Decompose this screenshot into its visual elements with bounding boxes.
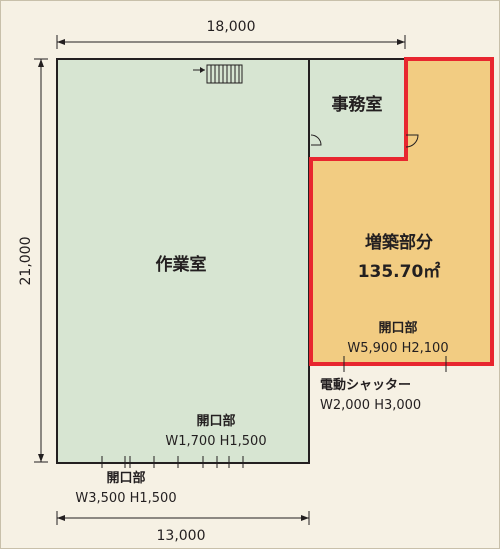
work-opening-ticks (177, 456, 244, 468)
extension-area (309, 57, 494, 366)
extension-opening-ticks (343, 356, 447, 372)
extension-door-swing-icon (405, 134, 419, 148)
shutter-title: 電動シャッター (320, 377, 411, 393)
workroom-label: 作業室 (156, 254, 207, 275)
left-dimension-label: 21,000 (18, 237, 34, 286)
office-door-swing-icon (310, 134, 322, 146)
bottom-opening-size: W3,500 H1,500 (75, 491, 176, 506)
extension-area-label: 135.70㎡ (358, 261, 441, 282)
top-dimension-label: 18,000 (207, 19, 256, 35)
left-dimension-line (34, 58, 48, 463)
bottom-opening-ticks (101, 456, 155, 468)
stairs-icon (193, 64, 243, 84)
bottom-dimension-label: 13,000 (157, 528, 206, 544)
work-opening-title: 開口部 (196, 413, 235, 429)
top-dimension-line (56, 35, 406, 49)
extension-opening-size: W5,900 H2,100 (347, 341, 448, 356)
extension-label: 増築部分 (365, 232, 433, 253)
extension-opening-title: 開口部 (378, 320, 417, 336)
shutter-size: W2,000 H3,000 (320, 398, 421, 413)
work-opening-size: W1,700 H1,500 (165, 434, 266, 449)
bottom-opening-title: 開口部 (106, 470, 145, 486)
bottom-dimension-line (56, 511, 310, 525)
office-label: 事務室 (332, 94, 383, 115)
